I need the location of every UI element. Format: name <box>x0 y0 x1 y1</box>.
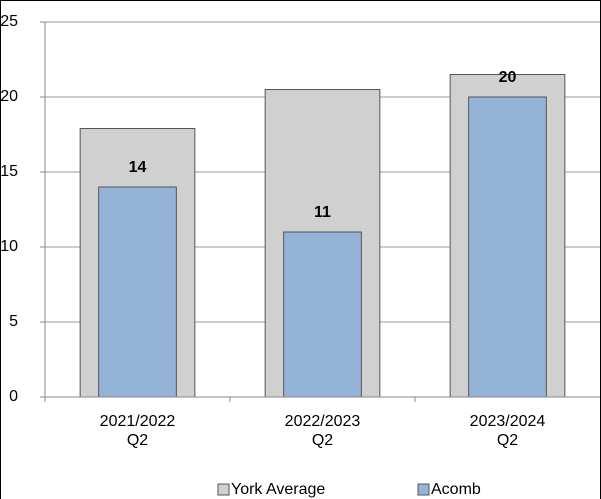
y-tick-label: 20 <box>0 88 18 105</box>
data-label: 20 <box>499 69 517 86</box>
bar <box>283 231 362 398</box>
x-tick-label: 2022/2023 Q2 <box>284 413 361 449</box>
data-label: 14 <box>129 159 147 176</box>
legend-swatch <box>417 483 430 496</box>
bar <box>468 96 547 398</box>
y-tick-label: 15 <box>0 163 18 180</box>
legend-label: York Average <box>231 481 325 498</box>
legend-swatch <box>217 483 230 496</box>
y-tick-label: 25 <box>0 13 18 30</box>
y-tick-label: 10 <box>0 238 18 255</box>
y-tick-label: 0 <box>9 388 18 405</box>
y-tick-label: 5 <box>9 313 18 330</box>
legend-label: Acomb <box>431 481 481 498</box>
bar <box>98 186 177 398</box>
x-tick-label: 2023/2024 Q2 <box>469 413 546 449</box>
data-label: 11 <box>314 204 331 221</box>
x-tick-label: 2021/2022 Q2 <box>99 413 176 449</box>
